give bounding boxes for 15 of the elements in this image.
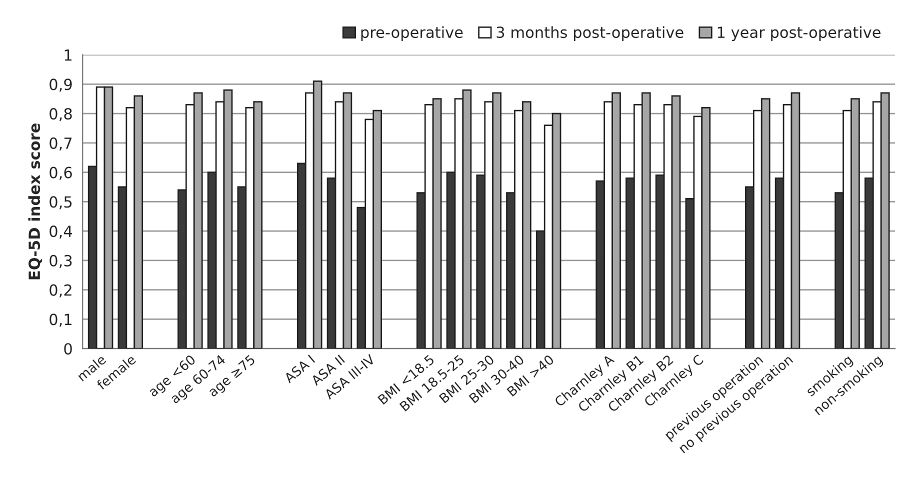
y-tick-label: 0,8: [50, 108, 72, 122]
y-tick-label: 0,5: [50, 196, 72, 210]
legend-label: pre-operative: [361, 26, 463, 42]
y-tick-label: 0,1: [50, 314, 72, 327]
y-tick-label: 0,7: [50, 137, 72, 151]
y-tick-label: 0,2: [50, 284, 72, 298]
legend-label: 1 year post-operative: [718, 26, 880, 42]
y-tick-label: 0,3: [50, 254, 72, 268]
y-tick-label: 1: [64, 49, 72, 61]
y-tick-label: 0,6: [50, 166, 72, 180]
y-tick-label: 0,4: [50, 226, 72, 239]
y-axis-title: EQ-5D index score: [28, 124, 42, 280]
legend-label: 3 months post-operative: [496, 26, 684, 42]
y-tick-label: 0,9: [50, 78, 72, 92]
y-tick-label: 0: [64, 343, 72, 355]
